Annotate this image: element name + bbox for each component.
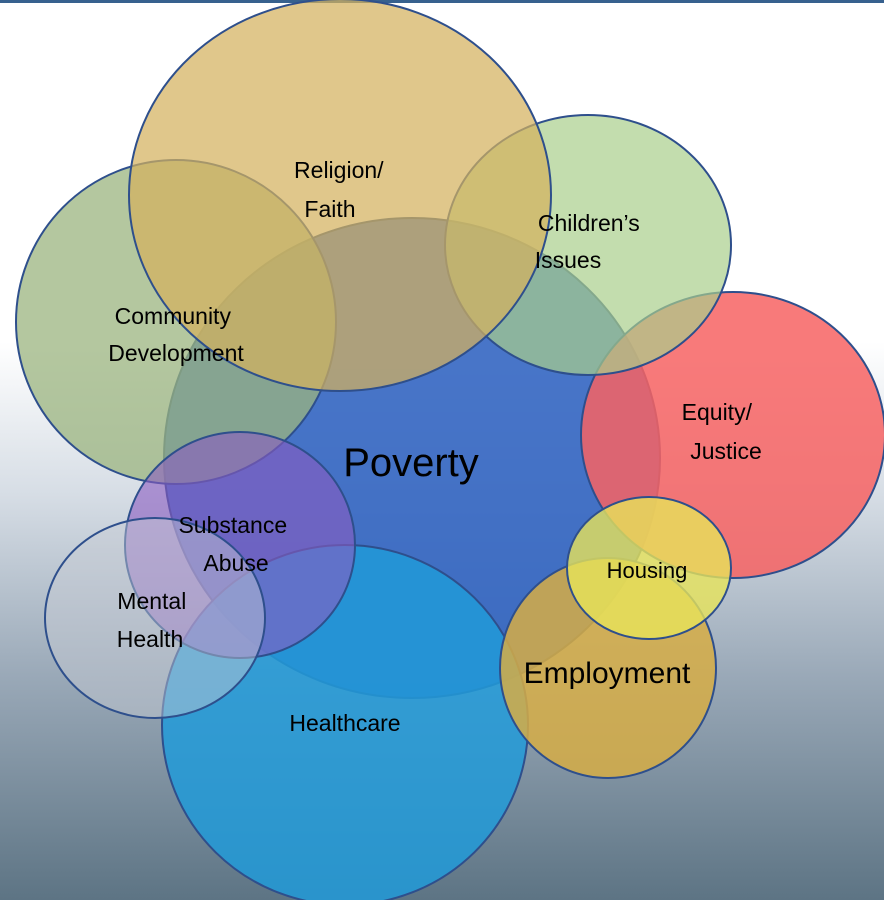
bubble-religion-faith [128, 0, 552, 392]
label-housing: Housing [607, 558, 688, 583]
label-healthcare: Healthcare [289, 710, 400, 736]
bubble-housing [566, 496, 732, 640]
label-poverty: Poverty [343, 441, 479, 485]
label-substance-abuse: Substance Abuse [178, 512, 293, 576]
bubble-mental-health [44, 517, 266, 719]
label-religion-faith: Religion/ Faith [294, 157, 390, 222]
label-mental-health: Mental Health [117, 588, 193, 652]
top-border [0, 0, 884, 3]
label-childrens-issues: Children’s Issues [535, 210, 646, 273]
label-community-development: Community Development [108, 303, 244, 366]
label-equity-justice: Equity/ Justice [682, 399, 762, 464]
bubble-substance-abuse [124, 431, 356, 659]
label-employment: Employment [524, 657, 691, 690]
